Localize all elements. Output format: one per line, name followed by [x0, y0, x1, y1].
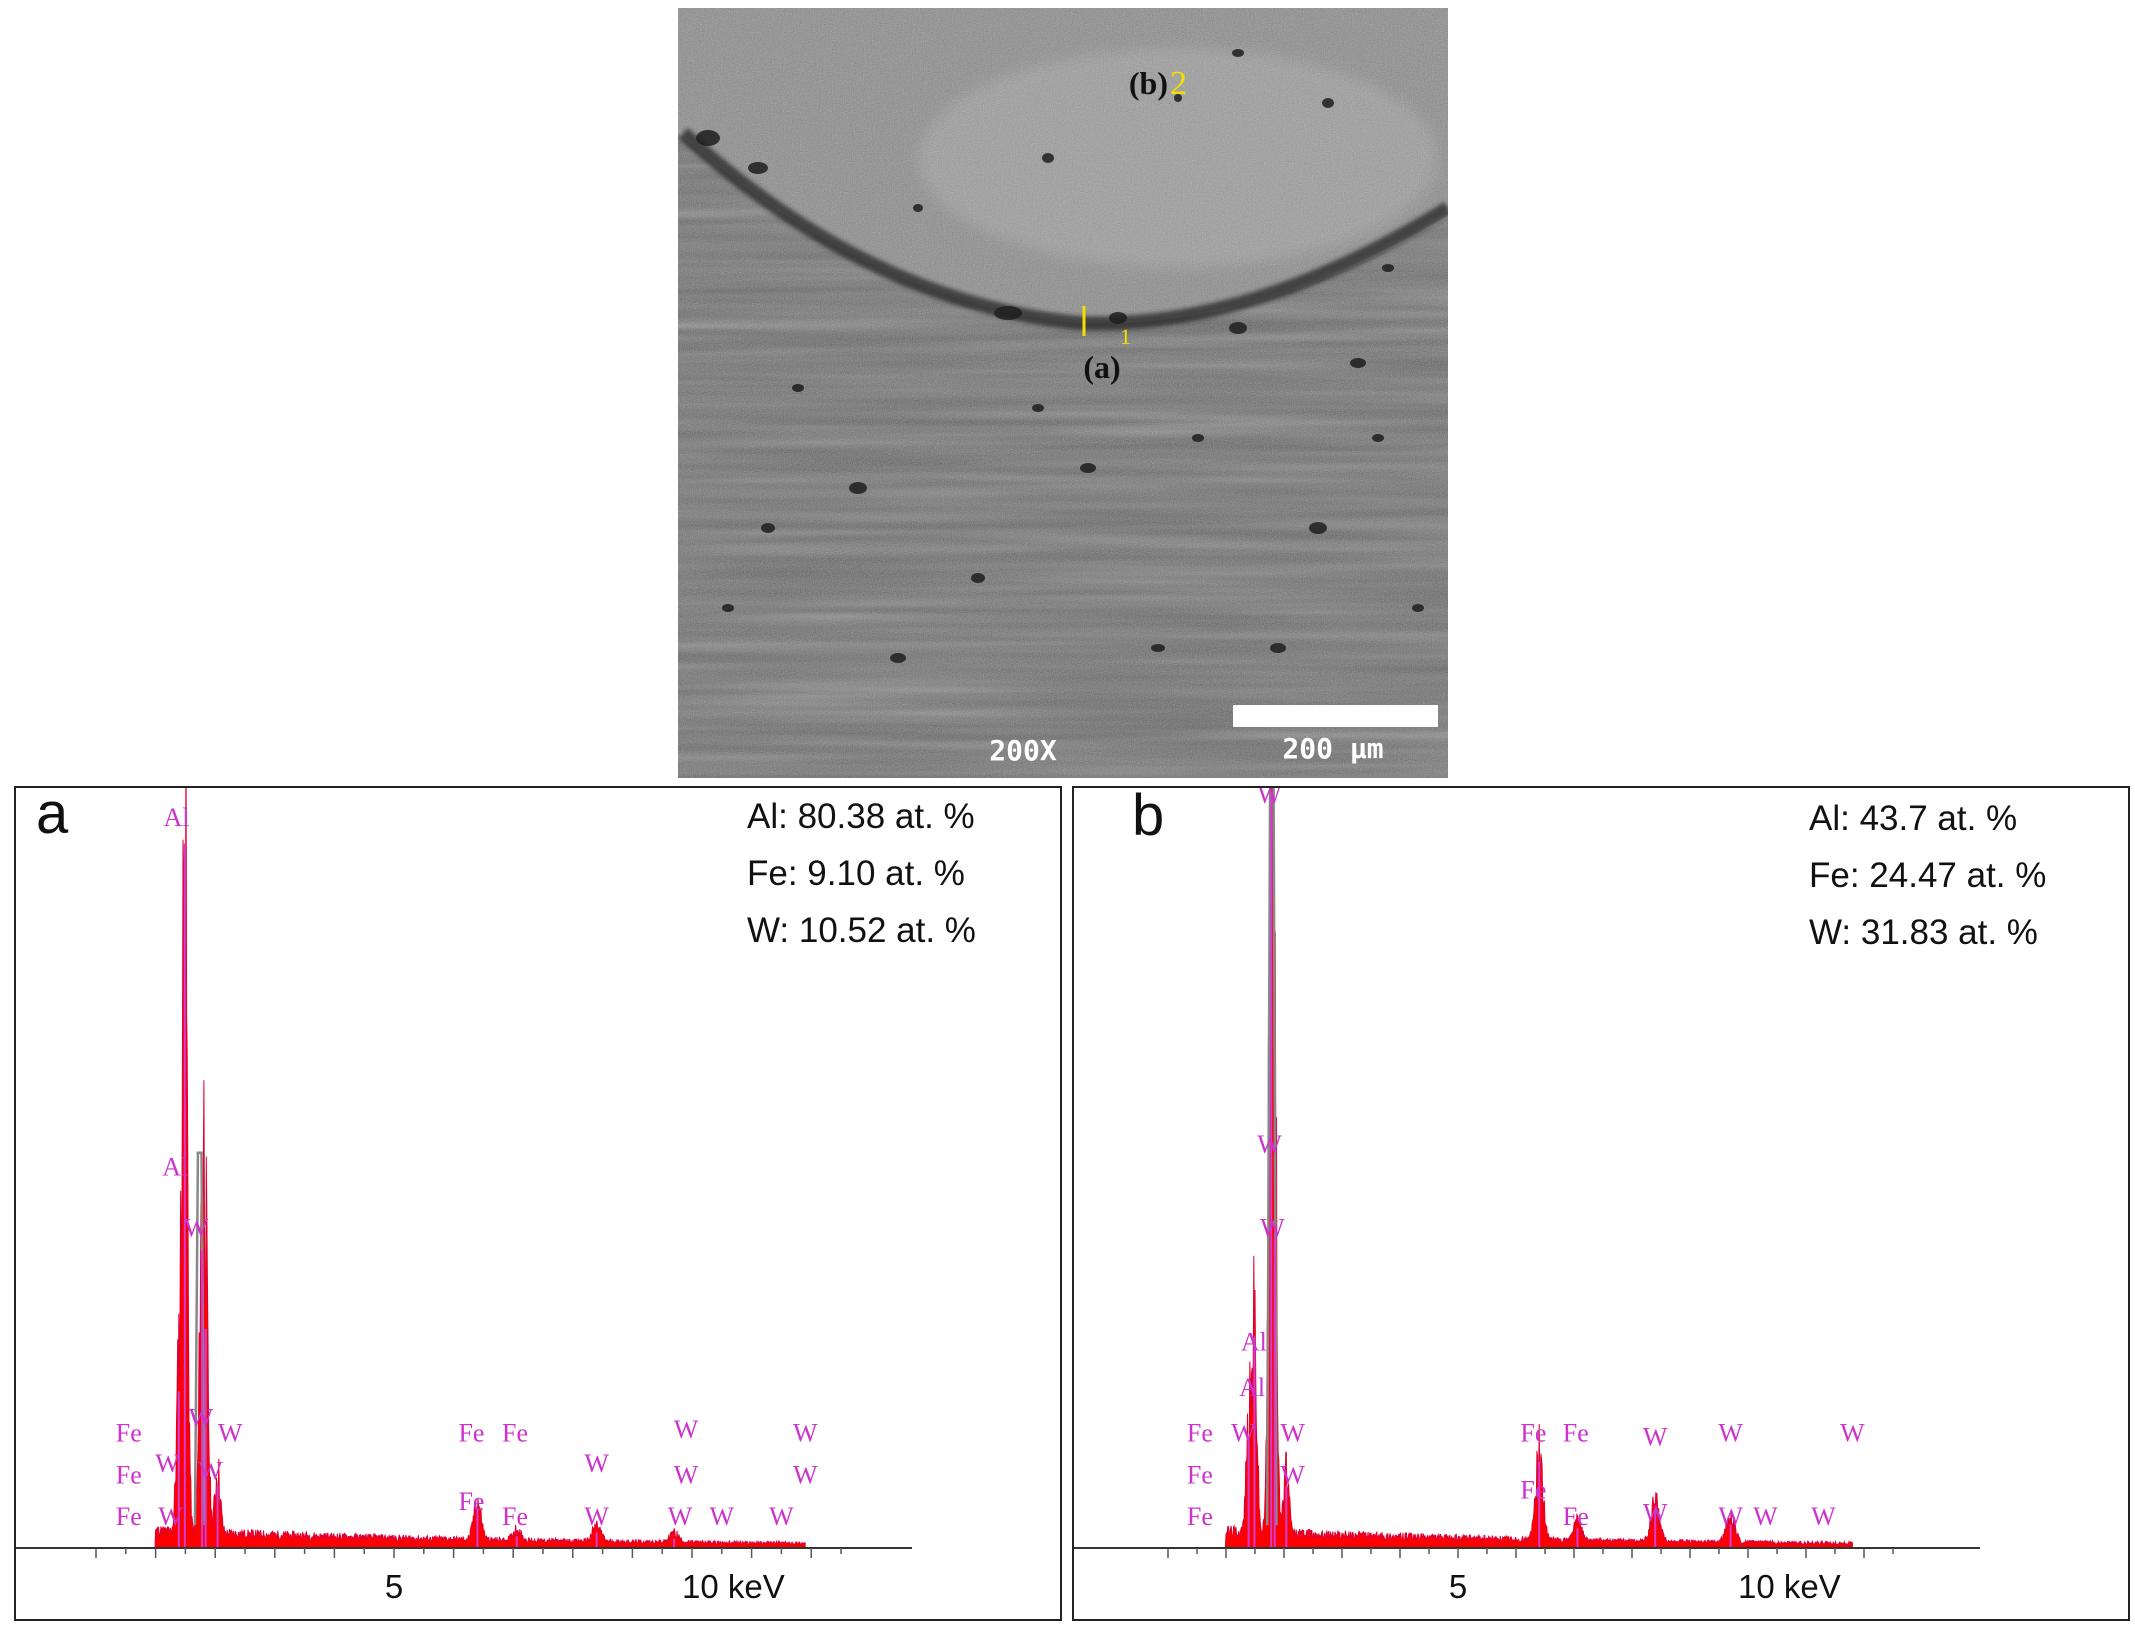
composition-a-al: Al: 80.38 at. %	[747, 797, 975, 836]
peak-label: Fe	[1187, 1419, 1213, 1448]
peak-label: W	[674, 1415, 699, 1444]
peak-label: Fe	[116, 1460, 142, 1489]
composition-a: Al: 80.38 at. % Fe: 9.10 at. % W: 10.52 …	[747, 788, 976, 959]
peak-label: W	[158, 1502, 183, 1531]
peak-label: Fe	[502, 1419, 528, 1448]
peak-label: W	[218, 1419, 243, 1448]
peak-label: W	[793, 1419, 818, 1448]
peak-label: W	[1257, 786, 1282, 809]
peak-label: Fe	[1520, 1476, 1546, 1505]
peak-label: W	[155, 1449, 180, 1478]
scale-bar-label: 200 µm	[1282, 732, 1383, 765]
peak-label: W	[1260, 1213, 1285, 1242]
peak-label: W	[1643, 1498, 1668, 1527]
scale-bar	[1233, 705, 1438, 727]
magnification-label: 200X	[989, 734, 1057, 767]
peak-label: W	[184, 1213, 209, 1242]
peak-label: Al	[162, 1153, 188, 1182]
composition-a-w: W: 10.52 at. %	[747, 911, 976, 950]
peak-label: Fe	[1563, 1419, 1589, 1448]
peak-label: Fe	[458, 1487, 484, 1516]
peak-label: W	[198, 1457, 223, 1486]
point-number-1: 1	[1120, 324, 1131, 349]
peak-label: W	[189, 1403, 214, 1432]
peak-label: Fe	[458, 1419, 484, 1448]
composition-b-fe: Fe: 24.47 at. %	[1809, 856, 2047, 895]
overlay-peak-b	[1265, 786, 1278, 1526]
peak-label: W	[1753, 1502, 1778, 1531]
peak-label: W	[1718, 1419, 1743, 1448]
peak-label: W	[1231, 1419, 1256, 1448]
peak-label: Fe	[502, 1502, 528, 1531]
peak-label: Fe	[1563, 1502, 1589, 1531]
x-tick-label: 10 keV	[682, 1568, 785, 1605]
peak-label: Fe	[1520, 1419, 1546, 1448]
composition-a-fe: Fe: 9.10 at. %	[747, 854, 965, 893]
peak-label: W	[769, 1502, 794, 1531]
peak-label: W	[1280, 1419, 1305, 1448]
composition-b-w: W: 31.83 at. %	[1809, 913, 2038, 952]
peak-label: W	[1718, 1502, 1743, 1531]
x-tick-label: 10 keV	[1738, 1568, 1841, 1605]
peak-label: W	[793, 1460, 818, 1489]
peak-label: W	[1643, 1422, 1668, 1451]
spectrum-a-area	[140, 786, 806, 1549]
peak-label: W	[674, 1460, 699, 1489]
peak-label: W	[584, 1502, 609, 1531]
peak-label: W	[1280, 1460, 1305, 1489]
peak-label: W	[1811, 1502, 1836, 1531]
x-tick-label: 5	[385, 1568, 403, 1605]
eds-spectrum-b: W W W Al Al W W W Fe Fe Fe Fe Fe Fe Fe W W W W W W W 5 10 keV b…	[1072, 783, 2130, 1621]
peak-label: W	[1257, 1130, 1282, 1159]
panel-label-b: b	[1132, 783, 1165, 848]
peak-label: Fe	[1187, 1502, 1213, 1531]
peak-label: Al	[1239, 1373, 1265, 1402]
panel-label-a: a	[36, 781, 69, 846]
point-label-a: (a)	[1083, 349, 1120, 385]
peak-label: Fe	[116, 1419, 142, 1448]
eds-spectrum-a: Al Al W W W W W W Fe Fe Fe Fe Fe Fe Fe W W W W W W W W W 5 10 keV…	[14, 781, 1062, 1621]
peak-label: W	[1840, 1419, 1865, 1448]
composition-b-al: Al: 43.7 at. %	[1809, 799, 2018, 838]
composition-b: Al: 43.7 at. % Fe: 24.47 at. % W: 31.83 …	[1809, 790, 2046, 961]
peak-label: Al	[1241, 1327, 1267, 1356]
peak-label: W	[668, 1502, 693, 1531]
peak-label: W	[710, 1502, 735, 1531]
x-tick-label: 5	[1449, 1568, 1467, 1605]
peak-label: W	[584, 1449, 609, 1478]
sem-micrograph: (b) 2 1 (a) 200 µm 200X	[678, 8, 1452, 778]
peak-label: Al	[163, 803, 189, 832]
peak-label: Fe	[116, 1502, 142, 1531]
peak-label: Fe	[1187, 1460, 1213, 1489]
point-number-2: 2	[1170, 65, 1187, 102]
sem-image: (b) 2 1 (a) 200 µm 200X	[678, 8, 1452, 778]
point-label-b: (b)	[1129, 65, 1168, 101]
